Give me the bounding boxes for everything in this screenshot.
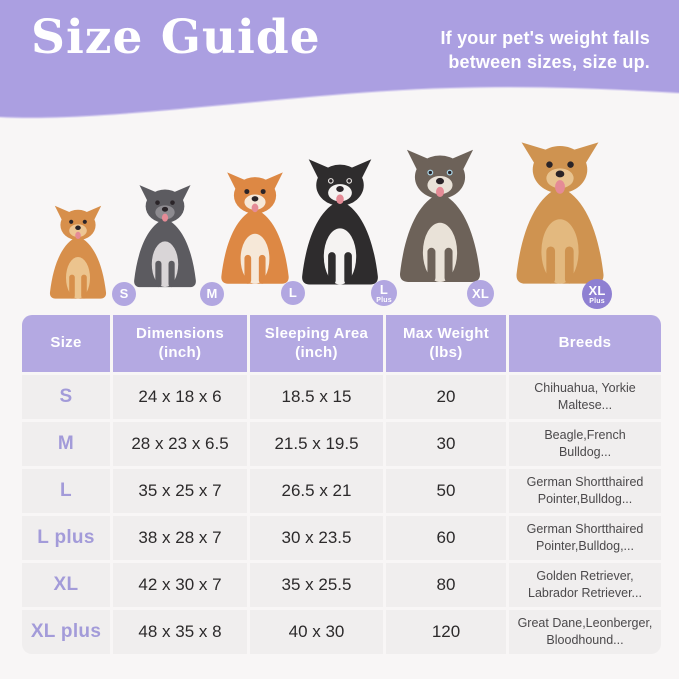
dog-illustration-s: S bbox=[38, 203, 136, 306]
cell-size-xl: XL bbox=[22, 563, 110, 607]
cell-size-l: L bbox=[22, 469, 110, 513]
cell-dimensions-s: 24 x 18 x 6 bbox=[113, 375, 247, 419]
column-header-max-weight: Max Weight (lbs) bbox=[386, 315, 506, 372]
cell-max-weight-xl: 80 bbox=[386, 563, 506, 607]
size-badge-s: S bbox=[112, 282, 136, 306]
cell-dimensions-l: 35 x 25 x 7 bbox=[113, 469, 247, 513]
cell-size-l-plus: L plus bbox=[22, 516, 110, 560]
cell-breeds-m-line1: Beagle,French bbox=[544, 428, 626, 443]
cell-breeds-s-line1: Chihuahua, Yorkie bbox=[534, 381, 636, 396]
cell-breeds-m: Beagle,French Bulldog... bbox=[509, 422, 661, 466]
size-badge-xl-plus: XL Plus bbox=[582, 279, 612, 309]
column-header-sleeping-area-line1: Sleeping Area bbox=[264, 324, 369, 342]
cell-sleeping-area-s: 18.5 x 15 bbox=[250, 375, 383, 419]
cell-sleeping-area-m: 21.5 x 19.5 bbox=[250, 422, 383, 466]
dog-lineup: S M bbox=[0, 130, 679, 315]
cell-breeds-l-plus: German Shortthaired Pointer,Bulldog,... bbox=[509, 516, 661, 560]
cell-sleeping-area-l-plus: 30 x 23.5 bbox=[250, 516, 383, 560]
dog-illustration-l-plus: L Plus bbox=[286, 143, 397, 306]
cell-breeds-xl: Golden Retriever, Labrador Retriever... bbox=[509, 563, 661, 607]
dog-illustration-l: L bbox=[207, 155, 305, 305]
cell-max-weight-s: 20 bbox=[386, 375, 506, 419]
cell-breeds-s: Chihuahua, Yorkie Maltese... bbox=[509, 375, 661, 419]
size-badge-l-plus-label: L bbox=[379, 281, 389, 297]
cell-breeds-l-plus-line1: German Shortthaired bbox=[526, 522, 644, 537]
cell-breeds-xl-line2: Labrador Retriever... bbox=[528, 586, 642, 600]
size-badge-xl-label: XL bbox=[471, 285, 489, 301]
cell-max-weight-m: 30 bbox=[386, 422, 506, 466]
hero-section: Size Guide If your pet's weight falls be… bbox=[0, 0, 679, 130]
dog-illustration-m: M bbox=[121, 171, 224, 306]
column-header-size: Size bbox=[22, 315, 110, 372]
wave-divider bbox=[0, 86, 679, 130]
cell-breeds-l-line2: Pointer,Bulldog... bbox=[537, 492, 633, 506]
cell-breeds-m-line2: Bulldog... bbox=[558, 445, 612, 459]
tagline: If your pet's weight falls between sizes… bbox=[440, 27, 650, 75]
size-badge-l-plus: L Plus bbox=[371, 280, 397, 306]
cell-breeds-l-plus-line2: Pointer,Bulldog,... bbox=[536, 539, 634, 553]
column-header-sleeping-area: Sleeping Area (inch) bbox=[250, 315, 383, 372]
cell-breeds-xl-plus-line2: Bloodhound... bbox=[546, 633, 624, 647]
cell-breeds-xl-line1: Golden Retriever, bbox=[536, 569, 634, 584]
size-badge-xl-plus-label: XL bbox=[588, 282, 606, 298]
cell-max-weight-l: 50 bbox=[386, 469, 506, 513]
column-header-dimensions-line2: (inch) bbox=[158, 343, 202, 361]
cell-max-weight-l-plus: 60 bbox=[386, 516, 506, 560]
size-badge-m: M bbox=[200, 282, 224, 306]
cell-sleeping-area-xl-plus: 40 x 30 bbox=[250, 610, 383, 654]
cell-breeds-xl-plus-line1: Great Dane,Leonberger, bbox=[517, 616, 653, 631]
size-badge-l: L bbox=[281, 281, 305, 305]
cell-sleeping-area-l: 26.5 x 21 bbox=[250, 469, 383, 513]
cell-size-m: M bbox=[22, 422, 110, 466]
dog-illustration-xl: XL bbox=[383, 131, 497, 307]
column-header-sleeping-area-line2: (inch) bbox=[295, 343, 338, 361]
size-badge-m-label: M bbox=[206, 286, 218, 301]
tagline-line1: If your pet's weight falls bbox=[440, 28, 650, 48]
cell-breeds-s-line2: Maltese... bbox=[557, 398, 613, 412]
column-header-dimensions-line1: Dimensions bbox=[135, 324, 225, 342]
column-header-dimensions: Dimensions (inch) bbox=[113, 315, 247, 372]
column-header-max-weight-line2: (lbs) bbox=[429, 343, 463, 361]
page-title: Size Guide bbox=[31, 10, 321, 65]
cell-dimensions-xl-plus: 48 x 35 x 8 bbox=[113, 610, 247, 654]
size-badge-s-label: S bbox=[119, 286, 129, 301]
cell-breeds-l-line1: German Shortthaired bbox=[526, 475, 644, 490]
cell-size-s: S bbox=[22, 375, 110, 419]
size-badge-xl-plus-sub: Plus bbox=[589, 297, 605, 305]
size-badge-xl: XL bbox=[467, 280, 494, 307]
column-header-size-line1: Size bbox=[50, 334, 82, 352]
cell-sleeping-area-xl: 35 x 25.5 bbox=[250, 563, 383, 607]
dog-illustration-xl-plus: XL Plus bbox=[498, 123, 622, 309]
cell-dimensions-m: 28 x 23 x 6.5 bbox=[113, 422, 247, 466]
column-header-breeds: Breeds bbox=[509, 315, 661, 372]
size-badge-l-plus-sub: Plus bbox=[376, 296, 392, 304]
tagline-line2: between sizes, size up. bbox=[448, 51, 650, 72]
cell-dimensions-xl: 42 x 30 x 7 bbox=[113, 563, 247, 607]
cell-breeds-l: German Shortthaired Pointer,Bulldog... bbox=[509, 469, 661, 513]
cell-dimensions-l-plus: 38 x 28 x 7 bbox=[113, 516, 247, 560]
cell-breeds-xl-plus: Great Dane,Leonberger, Bloodhound... bbox=[509, 610, 661, 654]
size-badge-l-label: L bbox=[288, 285, 298, 300]
cell-size-xl-plus: XL plus bbox=[22, 610, 110, 654]
cell-max-weight-xl-plus: 120 bbox=[386, 610, 506, 654]
column-header-max-weight-line1: Max Weight bbox=[402, 324, 490, 342]
size-table: Size Dimensions (inch) Sleeping Area (inch… bbox=[22, 315, 661, 654]
column-header-breeds-line1: Breeds bbox=[558, 334, 612, 352]
